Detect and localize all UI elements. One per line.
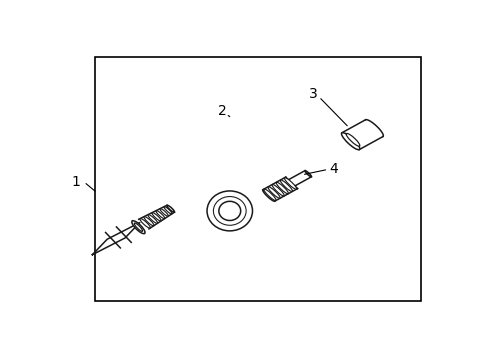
- Bar: [95, 57, 420, 301]
- Ellipse shape: [284, 177, 296, 189]
- Ellipse shape: [262, 190, 274, 201]
- Ellipse shape: [156, 211, 164, 219]
- Ellipse shape: [160, 208, 168, 216]
- Ellipse shape: [264, 189, 276, 201]
- Ellipse shape: [143, 216, 154, 226]
- Ellipse shape: [267, 187, 280, 198]
- Ellipse shape: [346, 134, 359, 146]
- Ellipse shape: [271, 184, 284, 196]
- Ellipse shape: [304, 171, 311, 177]
- Ellipse shape: [206, 191, 252, 231]
- Ellipse shape: [341, 132, 359, 150]
- Ellipse shape: [219, 201, 240, 220]
- Text: 2: 2: [217, 104, 226, 118]
- Ellipse shape: [134, 223, 142, 231]
- Ellipse shape: [140, 219, 150, 228]
- Ellipse shape: [152, 212, 161, 221]
- Ellipse shape: [213, 197, 245, 225]
- Ellipse shape: [280, 180, 292, 192]
- Ellipse shape: [276, 182, 288, 194]
- Ellipse shape: [163, 207, 172, 214]
- Text: 4: 4: [329, 162, 338, 176]
- Text: 3: 3: [308, 87, 317, 102]
- Ellipse shape: [147, 215, 157, 224]
- Ellipse shape: [166, 205, 174, 212]
- Text: 1: 1: [71, 175, 80, 189]
- Ellipse shape: [132, 221, 145, 234]
